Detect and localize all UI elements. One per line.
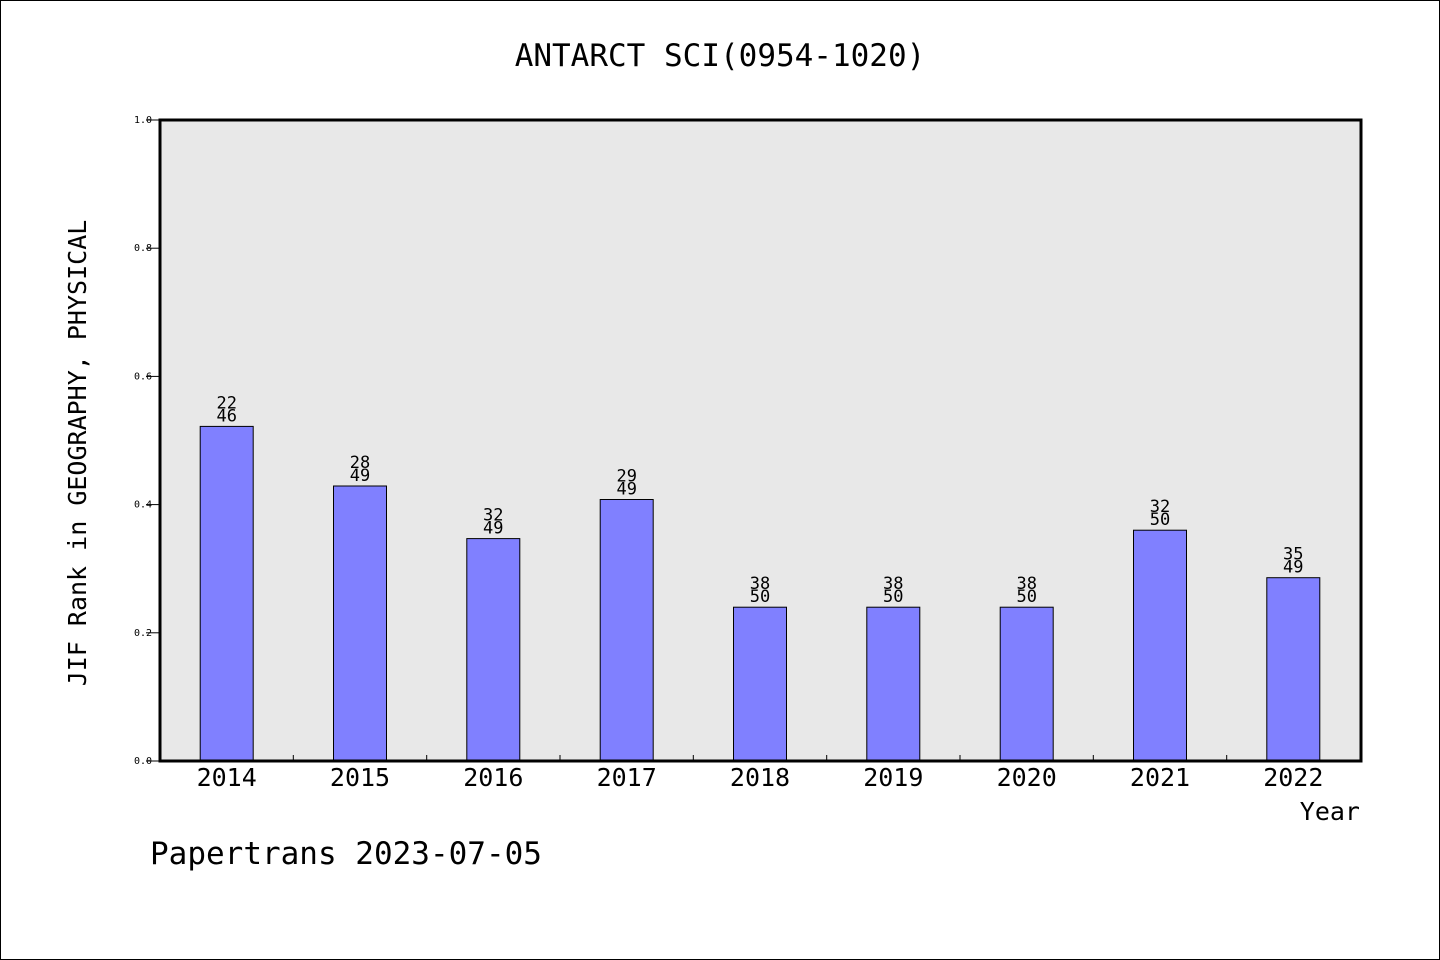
bar-label-rank-2016: 32 <box>483 506 503 526</box>
y-tick-label: 0.2 <box>134 628 152 639</box>
bar-2018 <box>733 606 787 762</box>
bar-2017 <box>599 499 654 762</box>
footer-credit: Papertrans 2023-07-05 <box>150 836 542 872</box>
y-tick-label: 1.0 <box>134 115 152 126</box>
x-tick-label-2018: 2018 <box>730 763 790 792</box>
bar-label-total-2017: 49 <box>616 480 636 500</box>
bar-label-rank-2018: 38 <box>750 574 770 594</box>
plot-border <box>158 118 1363 763</box>
bar-label-total-2020: 50 <box>1016 587 1036 607</box>
bar-2021 <box>1133 529 1187 762</box>
x-tick-label-2015: 2015 <box>330 763 390 792</box>
bars-layer <box>199 425 1321 762</box>
x-tick-label-2019: 2019 <box>863 763 923 792</box>
x-tick-label-2016: 2016 <box>463 763 523 792</box>
chart-title: ANTARCT SCI(0954-1020) <box>515 38 926 74</box>
x-tick-label-2020: 2020 <box>997 763 1057 792</box>
y-axis-label: JIF Rank in GEOGRAPHY, PHYSICAL <box>63 220 92 687</box>
bar-label-rank-2015: 28 <box>350 453 370 473</box>
bar-label-total-2021: 50 <box>1150 510 1170 530</box>
y-tick-label: 0.0 <box>134 756 152 767</box>
x-tick-label-2017: 2017 <box>597 763 657 792</box>
bar-2016 <box>466 538 521 762</box>
bar-label-rank-2020: 38 <box>1016 574 1036 594</box>
x-axis-label: Year <box>1300 797 1360 826</box>
bar-label-total-2022: 49 <box>1283 558 1303 578</box>
y-tick-label: 0.8 <box>134 243 152 254</box>
bar-label-total-2016: 49 <box>483 519 503 539</box>
x-tick-label-2022: 2022 <box>1263 763 1323 792</box>
bar-label-rank-2021: 32 <box>1150 497 1170 517</box>
bar-2020 <box>999 606 1054 762</box>
y-axis-ticks: 0.0 0.2 0.4 0.6 0.8 1.0 <box>134 115 160 767</box>
bar-label-rank-2019: 38 <box>883 574 903 594</box>
bar-label-rank-2014: 22 <box>216 393 236 413</box>
x-axis-ticks: 2014 2015 2016 2017 2018 2019 2020 2021 2022 <box>197 755 1323 792</box>
y-tick-label: 0.4 <box>134 500 152 511</box>
bar-label-total-2015: 49 <box>350 466 370 486</box>
bar-label-total-2018: 50 <box>750 587 770 607</box>
bar-2022 <box>1266 577 1321 762</box>
bar-label-rank-2017: 29 <box>616 467 636 487</box>
bar-label-rank-2022: 35 <box>1283 545 1303 565</box>
x-tick-label-2021: 2021 <box>1130 763 1190 792</box>
bar-2015 <box>333 485 387 762</box>
bar-label-total-2019: 50 <box>883 587 903 607</box>
x-tick-label-2014: 2014 <box>197 763 257 792</box>
y-tick-label: 0.6 <box>134 371 152 382</box>
bar-label-total-2014: 46 <box>216 406 236 426</box>
bar-2019 <box>866 606 921 762</box>
bar-2014 <box>199 425 254 762</box>
